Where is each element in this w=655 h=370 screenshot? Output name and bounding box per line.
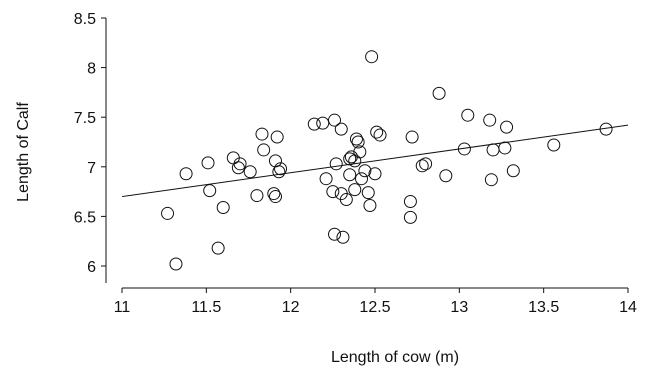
data-point	[161, 206, 175, 220]
x-tick-label: 13.5	[528, 299, 559, 316]
data-point	[461, 108, 475, 122]
trend-line	[121, 124, 629, 198]
data-point	[272, 165, 286, 179]
data-point	[328, 227, 342, 241]
y-tick-label: 6	[87, 259, 96, 276]
data-point	[405, 130, 419, 144]
data-point	[349, 132, 363, 146]
y-tick-label: 7.5	[74, 110, 96, 127]
data-point	[203, 184, 217, 198]
data-point	[329, 157, 343, 171]
data-point	[169, 257, 183, 271]
data-point	[419, 157, 433, 171]
x-tick-label: 12	[282, 299, 300, 316]
data-point	[351, 135, 365, 149]
data-point	[599, 122, 613, 136]
data-point	[326, 185, 340, 199]
y-tick-label: 8	[87, 61, 96, 78]
y-axis: 6 6.5 7 7.5 8 8.5	[74, 11, 107, 283]
data-point	[403, 195, 417, 209]
data-point	[498, 141, 512, 155]
data-point	[484, 173, 498, 187]
data-points	[161, 50, 613, 271]
data-point	[336, 230, 350, 244]
y-tick-label: 6.5	[74, 209, 96, 226]
x-tick-label: 14	[619, 299, 637, 316]
data-point	[319, 172, 333, 186]
data-point	[506, 164, 520, 178]
data-point	[328, 113, 342, 127]
x-tick-label: 12.5	[359, 299, 390, 316]
data-point	[201, 156, 215, 170]
data-point	[270, 130, 284, 144]
data-point	[457, 142, 471, 156]
data-point	[403, 210, 417, 224]
data-point	[363, 198, 377, 212]
data-point	[316, 116, 330, 130]
data-point	[439, 169, 453, 183]
data-point	[216, 200, 230, 214]
data-point	[255, 127, 269, 141]
data-point	[267, 187, 281, 201]
data-point	[547, 138, 561, 152]
x-axis-title: Length of cow (m)	[331, 349, 459, 366]
data-point	[211, 241, 225, 255]
data-point	[233, 157, 247, 171]
data-point	[179, 167, 193, 181]
x-axis: 11 11.5 12 12.5 13 13.5 14	[114, 287, 637, 316]
data-point	[257, 143, 271, 157]
data-point	[500, 120, 514, 134]
y-tick-label: 7	[87, 160, 96, 177]
data-point	[358, 164, 372, 178]
data-point	[250, 189, 264, 203]
data-point	[361, 186, 375, 200]
data-point	[355, 172, 369, 186]
data-point	[268, 190, 282, 204]
y-tick-label: 8.5	[74, 11, 96, 28]
x-tick-label: 11.5	[191, 299, 221, 316]
data-point	[334, 122, 348, 136]
data-point	[348, 183, 362, 197]
data-point	[415, 159, 429, 173]
data-point	[432, 86, 446, 100]
data-point	[243, 165, 257, 179]
data-point	[373, 128, 387, 142]
data-point	[343, 168, 357, 182]
data-point	[365, 50, 379, 64]
data-point	[370, 125, 384, 139]
data-point	[353, 145, 367, 159]
data-point	[368, 167, 382, 181]
x-tick-label: 13	[450, 299, 468, 316]
data-point	[274, 162, 288, 176]
data-point	[483, 113, 497, 127]
y-axis-title: Length of Calf	[15, 102, 32, 202]
data-point	[486, 143, 500, 157]
x-tick-label: 11	[114, 299, 131, 316]
data-point	[307, 117, 321, 131]
data-point	[339, 193, 353, 207]
